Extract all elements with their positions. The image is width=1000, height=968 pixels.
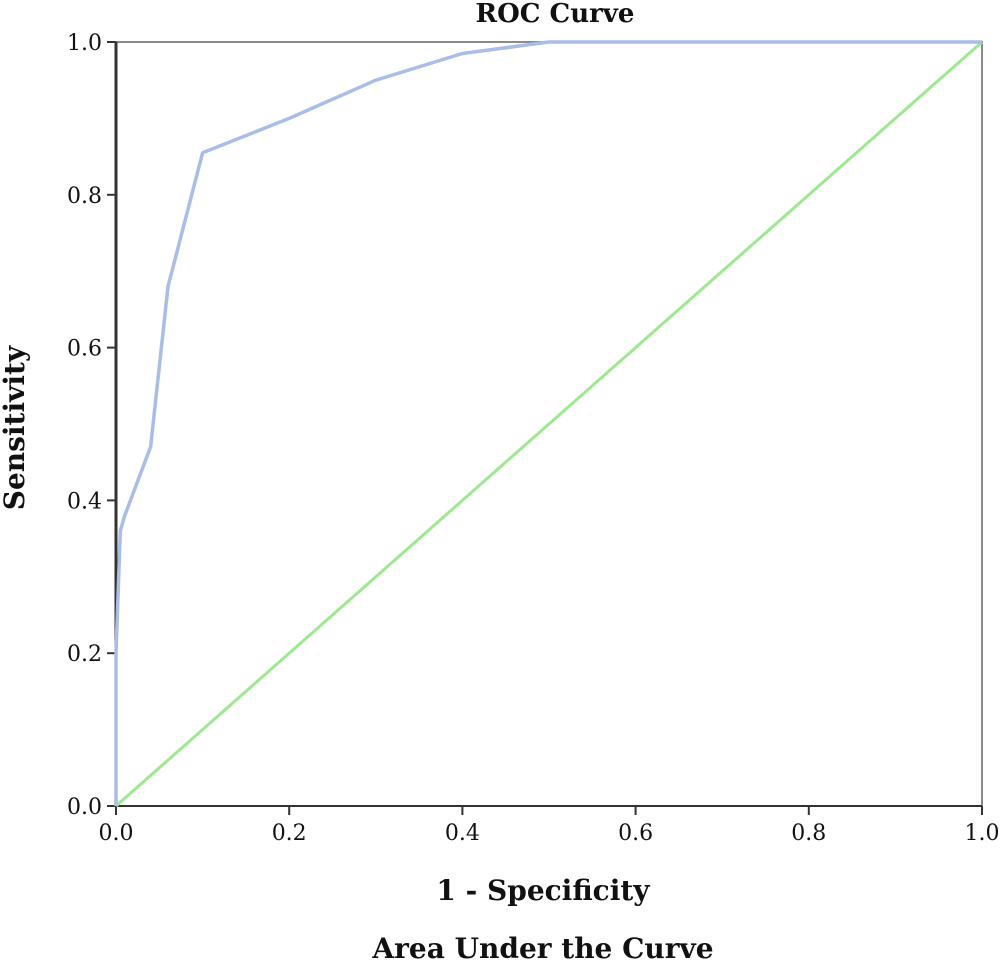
x-axis-title: 1 - Specificity xyxy=(436,874,650,907)
x-tick-label: 1.0 xyxy=(965,821,1000,846)
x-tick-label: 0.4 xyxy=(445,821,480,846)
y-tick-label: 0.6 xyxy=(67,337,102,362)
x-tick-label: 0.2 xyxy=(272,821,307,846)
roc-curve-line xyxy=(114,40,982,806)
y-tick-label: 0.8 xyxy=(67,184,102,209)
y-axis-title: Sensitivity xyxy=(0,345,31,510)
series-layer xyxy=(114,40,983,808)
x-tick-label: 0.8 xyxy=(791,821,826,846)
y-tick-label: 0.4 xyxy=(67,489,102,514)
tick-group: 0.0 0.2 0.4 0.6 0.8 1.0 0.0 0.2 0.4 0.6 0.8 1.0 xyxy=(67,31,1000,846)
y-tick-label: 0.2 xyxy=(67,642,102,667)
x-tick-label: 0.0 xyxy=(99,821,134,846)
chart-title: ROC Curve xyxy=(476,0,635,29)
y-tick-label: 0.0 xyxy=(67,795,102,820)
reference-line-line xyxy=(115,40,983,808)
x-tick-label: 0.6 xyxy=(618,821,653,846)
chart-caption: Area Under the Curve xyxy=(371,932,713,965)
y-tick-label: 1.0 xyxy=(67,31,102,56)
